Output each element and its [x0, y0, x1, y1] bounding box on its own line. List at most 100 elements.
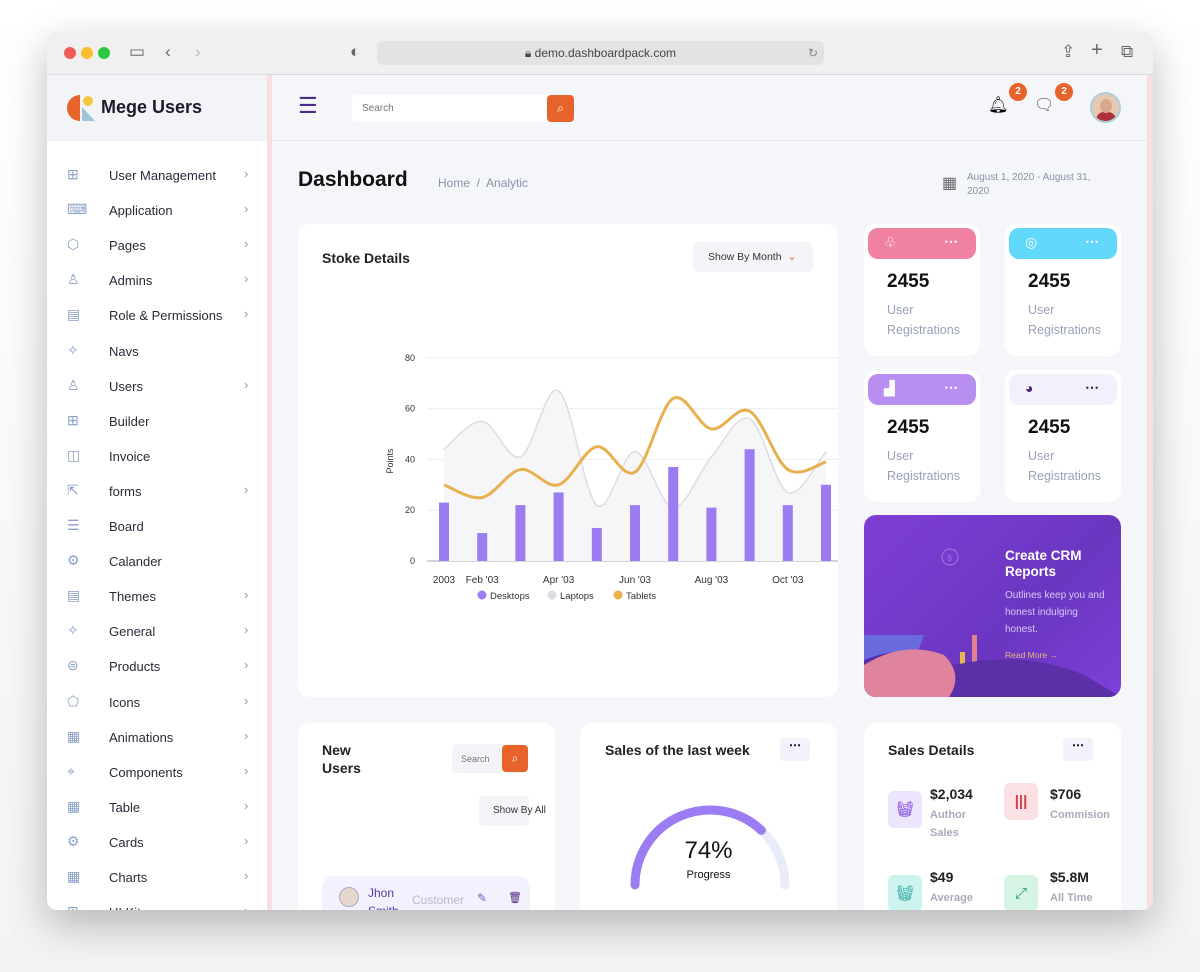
share-icon[interactable]: ⇪ — [1061, 42, 1076, 61]
sidebar-item-admins[interactable]: ♙ Admins › — [47, 263, 267, 298]
sidebar-toggle-icon[interactable]: ▭ — [129, 42, 146, 61]
stat-value: 2455 — [1028, 417, 1071, 438]
new-tab-icon[interactable]: + — [1091, 39, 1103, 61]
sidebar-item-board[interactable]: ☰ Board — [47, 509, 267, 544]
sidebar-item-components[interactable]: ⌖ Components › — [47, 755, 267, 790]
sidebar-item-cards[interactable]: ⚙ Cards › — [47, 825, 267, 860]
sidebar-item-animations[interactable]: ▦ Animations › — [47, 720, 267, 755]
sidebar-item-icons[interactable]: ⬠ Icons › — [47, 685, 267, 720]
all-time-value: $5.8M — [1050, 869, 1089, 885]
basket-icon: 🧺︎ — [888, 875, 922, 910]
sidebar-item-products[interactable]: ⊜ Products › — [47, 649, 267, 684]
search-button[interactable]: ⌕ — [547, 95, 574, 122]
gear-icon: ⚙ — [67, 832, 80, 849]
more-options-icon[interactable]: ⋯ — [1085, 379, 1099, 395]
url-text: demo.dashboardpack.com — [534, 46, 677, 60]
search-input[interactable] — [352, 95, 532, 122]
all-time-label: All Time — [1050, 892, 1093, 904]
stat-label: User Registrations — [1028, 449, 1101, 483]
desktops-bar — [439, 502, 449, 561]
month-filter-dropdown[interactable]: Show By Month ⌄ — [693, 242, 813, 272]
sidebar-item-forms[interactable]: ⇱ forms › — [47, 474, 267, 509]
brand[interactable]: Mege Users — [47, 75, 267, 141]
sidebar-item-ui-kit[interactable]: ⊞ UI Kit › — [47, 895, 267, 910]
sidebar-item-application[interactable]: ⌨ Application › — [47, 193, 267, 228]
more-options-icon[interactable]: ⋯ — [944, 379, 958, 395]
desktops-bar — [515, 505, 526, 561]
stat-card-header: ◕ ⋯ — [1009, 374, 1117, 405]
bell-icon[interactable]: 🔔︎ — [988, 97, 1009, 114]
chevron-right-icon: › — [244, 832, 249, 848]
sidebar-item-user-management[interactable]: ⊞ User Management › — [47, 158, 267, 193]
stat-card-header: ▟ ⋯ — [868, 374, 976, 405]
users-search-button[interactable]: ⌕ — [502, 745, 528, 772]
page-scrollbar[interactable] — [1147, 75, 1153, 910]
grid-icon: ⊞ — [67, 166, 79, 182]
reload-icon[interactable]: ↻ — [807, 46, 818, 60]
chevron-right-icon: › — [244, 657, 249, 673]
search-box[interactable]: ⌕ — [352, 95, 574, 122]
grid-icon: ⊞ — [67, 903, 79, 910]
document-icon: ▤ — [67, 306, 81, 323]
scrollbar-track[interactable] — [267, 75, 272, 910]
message-badge: 2 — [1055, 83, 1073, 101]
sidebar-item-charts[interactable]: ▦ Charts › — [47, 860, 267, 895]
edit-icon[interactable]: ✎ — [477, 891, 488, 905]
sidebar-item-table[interactable]: ▦ Table › — [47, 790, 267, 825]
more-options-button[interactable]: ⋯ — [780, 738, 810, 761]
sales-week-card: Sales of the last week ⋯ 74% Progress — [580, 723, 837, 910]
minimize-window-button[interactable] — [81, 47, 93, 59]
user-name[interactable]: Jhon Smith — [368, 886, 399, 910]
calendar-icon: ▦ — [67, 727, 81, 744]
calendar-icon[interactable]: ▦ — [942, 175, 958, 192]
stat-card: ♧ ⋯ 2455 User Registrations — [864, 224, 980, 356]
back-icon[interactable]: ‹ — [165, 42, 171, 61]
gear-icon: ⚙ — [67, 552, 80, 569]
more-options-icon[interactable]: ⋯ — [944, 233, 958, 249]
chevron-right-icon: › — [244, 306, 249, 322]
address-bar[interactable]: 🔒︎ demo.dashboardpack.com ↻ — [377, 41, 824, 65]
promo-illustration: $ — [864, 548, 1121, 697]
user-icon: ♙ — [67, 376, 80, 393]
more-options-icon[interactable]: ⋯ — [1085, 233, 1099, 249]
sidebar-item-navs[interactable]: ✧ Navs — [47, 334, 267, 369]
stat-card-header: ♧ ⋯ — [868, 228, 976, 259]
sidebar-item-invoice[interactable]: ◫ Invoice — [47, 439, 267, 474]
tablets-line — [443, 396, 827, 500]
trash-icon[interactable]: 🗑︎ — [508, 892, 522, 904]
cube-icon: ⬡ — [67, 236, 80, 253]
sidebar-item-users[interactable]: ♙ Users › — [47, 369, 267, 404]
desktops-bar — [591, 527, 602, 561]
chevron-right-icon: › — [244, 903, 248, 910]
average-label: Average — [930, 892, 974, 904]
more-options-button[interactable]: ⋯ — [1063, 738, 1093, 761]
sidebar-item-calander[interactable]: ⚙ Calander — [47, 544, 267, 579]
tabs-overview-icon[interactable]: ⧉ — [1121, 42, 1134, 61]
sidebar-item-builder[interactable]: ⊞ Builder — [47, 404, 267, 439]
show-by-all-dropdown[interactable]: Show By All — [479, 796, 546, 826]
user-row[interactable]: Jhon Smith Customer ✎ 🗑︎ — [322, 876, 530, 910]
sidebar-item-themes[interactable]: ▤ Themes › — [47, 579, 267, 614]
sidebar-item-general[interactable]: ✧ General › — [47, 614, 267, 649]
date-range[interactable]: August 1, 2020 - August 31, 2020 — [967, 172, 1091, 197]
maximize-window-button[interactable] — [98, 47, 110, 59]
legend-marker — [547, 590, 557, 600]
sparkle-icon: ✧ — [67, 622, 79, 639]
forward-icon[interactable]: › — [195, 42, 201, 61]
shield-icon[interactable]: ◐ — [350, 42, 361, 61]
avatar[interactable] — [1090, 92, 1121, 123]
sidebar-item-role-permissions[interactable]: ▤ Role & Permissions › — [47, 298, 267, 333]
users-search-box[interactable]: ⌕ — [452, 744, 528, 773]
chat-icon[interactable]: 🗨︎ — [1034, 97, 1055, 114]
stat-value: 2455 — [1028, 271, 1071, 292]
close-window-button[interactable] — [64, 47, 76, 59]
users-search-input[interactable] — [452, 744, 500, 773]
breadcrumb: Home / Analytic — [438, 176, 529, 190]
sidebar-item-pages[interactable]: ⬡ Pages › — [47, 228, 267, 263]
toggle-icon: ⊜ — [67, 657, 79, 674]
promo-text: Outlines keep you and honest indulging h… — [1005, 590, 1105, 635]
read-more-link[interactable]: Read More → — [1005, 650, 1058, 660]
breadcrumb-home[interactable]: Home — [438, 176, 471, 190]
user-role: Customer — [412, 893, 465, 907]
menu-icon[interactable]: ☰ — [298, 93, 318, 118]
